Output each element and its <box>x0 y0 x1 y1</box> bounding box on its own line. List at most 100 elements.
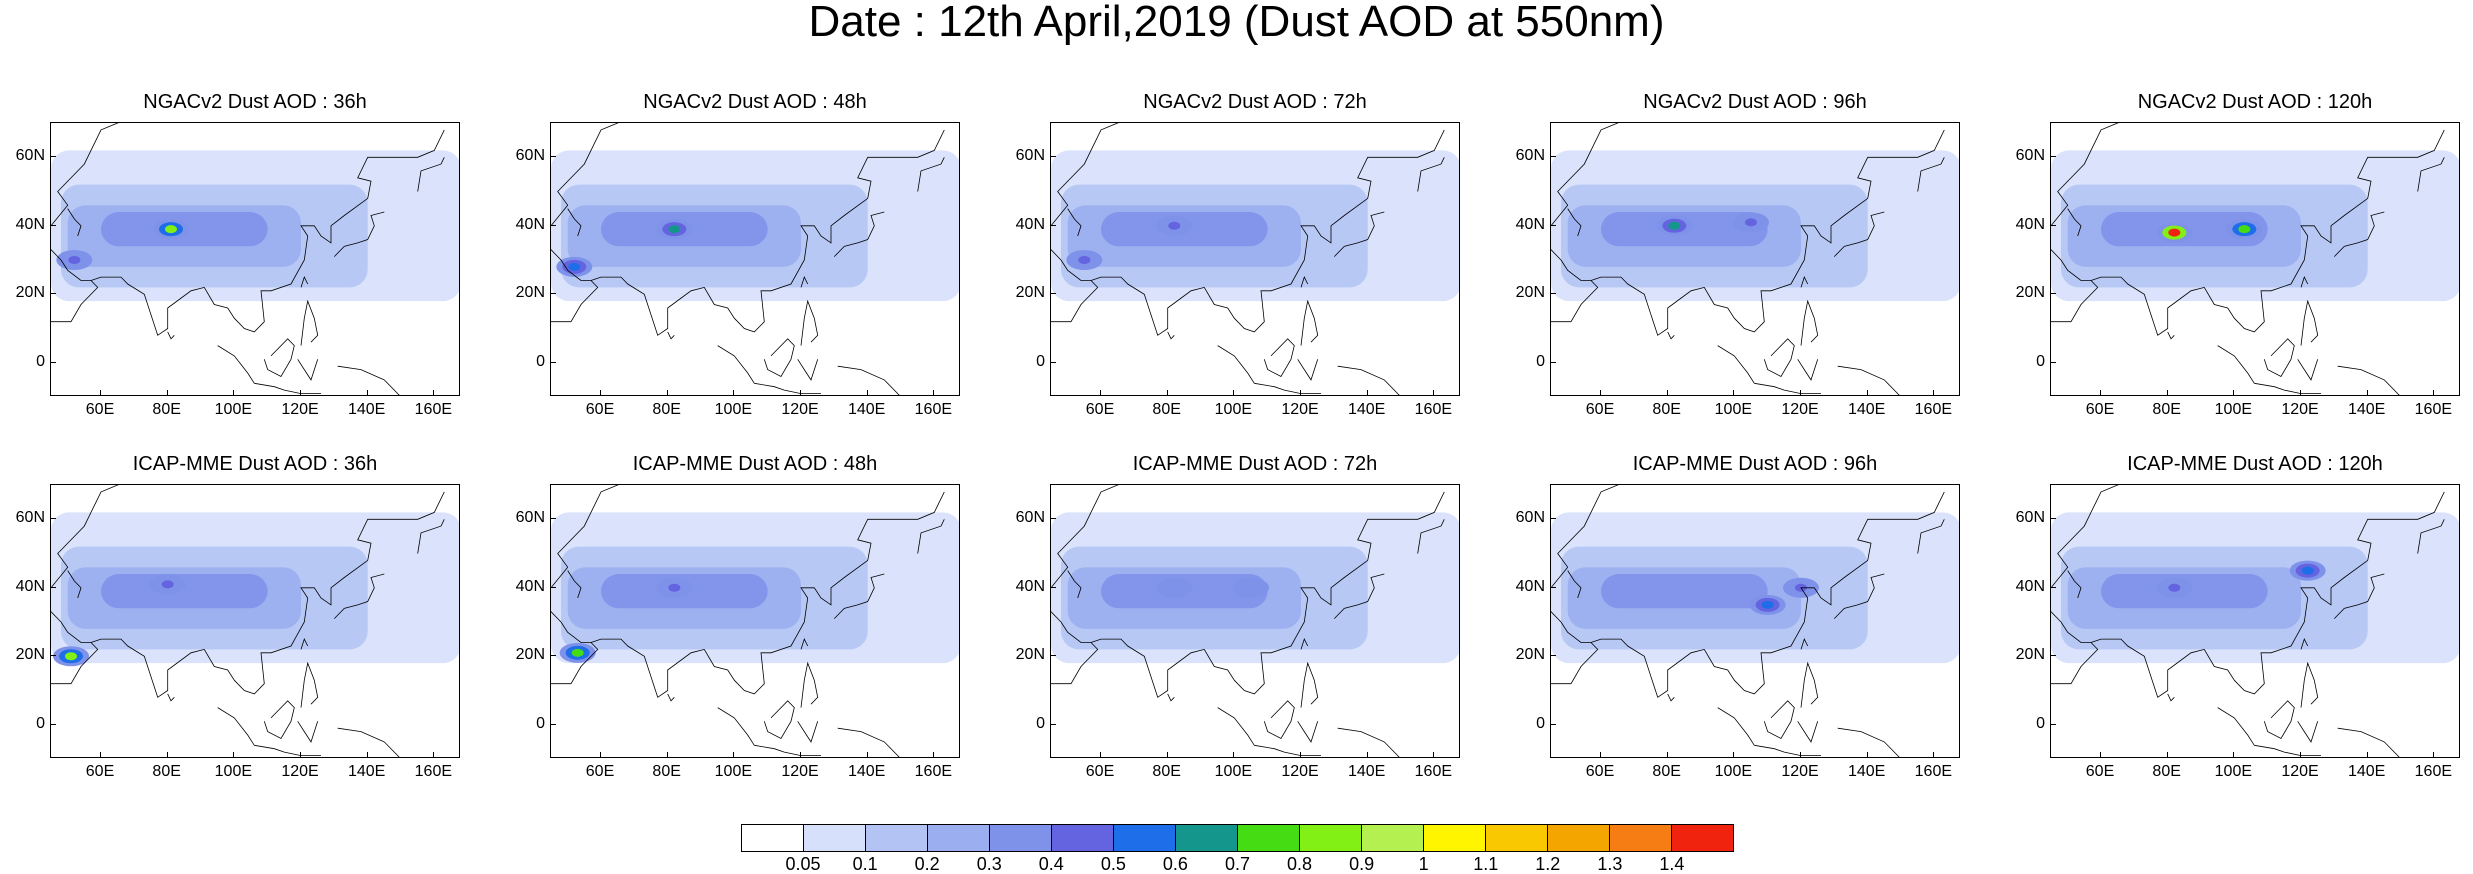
aod-band <box>1601 574 1768 609</box>
map-panel: ICAP-MME Dust AOD : 72h 60N 40N 20N 0 60E 80E 1… <box>1016 452 1460 780</box>
aod-hotspot <box>1168 583 1181 592</box>
lon-tick <box>2300 390 2301 396</box>
coastline <box>1300 276 1309 288</box>
lat-label: 40N <box>15 577 45 595</box>
colorbar-label: 0.1 <box>852 854 878 874</box>
lon-label: 100E <box>1714 401 1753 418</box>
coastline <box>1551 123 1619 227</box>
lon-label: 120E <box>1281 763 1319 780</box>
lon-label: 80E <box>152 763 181 780</box>
lon-tick <box>1300 752 1301 758</box>
lat-label: 40N <box>1515 215 1545 233</box>
lon-label: 60E <box>2085 763 2115 780</box>
lon-label: 120E <box>781 763 819 780</box>
lat-label: 60N <box>15 147 45 165</box>
coastline <box>254 744 321 757</box>
coastline <box>1254 382 1321 395</box>
lat-tick <box>2050 518 2056 520</box>
lat-label: 20N <box>515 284 545 302</box>
lat-label: 0 <box>536 352 545 370</box>
coastline <box>1551 611 1562 623</box>
coastline <box>2217 345 2255 384</box>
coastline <box>717 707 755 746</box>
coastline <box>797 359 819 381</box>
lat-label: 20N <box>2015 284 2045 302</box>
lat-label: 20N <box>1015 284 1045 302</box>
lon-label: 80E <box>1152 763 1181 780</box>
lat-label: 0 <box>36 714 45 732</box>
lat-tick <box>1050 361 1056 363</box>
aod-map <box>550 484 960 758</box>
coastline <box>67 570 82 599</box>
lat-tick <box>550 723 556 725</box>
coastline <box>1754 382 1821 395</box>
lat-label: 60N <box>2015 147 2045 165</box>
coastline <box>1334 211 1385 257</box>
coastline <box>800 661 819 708</box>
coastline <box>1667 693 1675 702</box>
lon-tick <box>233 390 235 396</box>
lon-label: 120E <box>281 401 319 418</box>
lon-label: 120E <box>2281 763 2319 780</box>
coastline <box>1067 570 1082 599</box>
coastline <box>2300 638 2309 650</box>
colorbar-swatch <box>1052 825 1114 851</box>
lat-tick <box>50 655 56 657</box>
map-panel: ICAP-MME Dust AOD : 36h 60N 40N 20N 0 60E 80E 1… <box>16 452 460 780</box>
colorbar-label: 1.1 <box>1473 854 1499 874</box>
coastline <box>2067 208 2082 237</box>
lon-label: 80E <box>652 401 681 418</box>
lon-tick <box>1800 390 1801 396</box>
coastline <box>834 573 885 619</box>
lon-label: 160E <box>1414 763 1453 780</box>
coastline <box>2217 707 2255 746</box>
aod-hotspot <box>161 580 174 589</box>
lat-label: 60N <box>1515 509 1545 527</box>
coastline <box>1051 123 1119 227</box>
lat-tick <box>550 586 556 588</box>
coastline <box>1797 359 1819 381</box>
lat-tick <box>50 293 56 295</box>
coastline <box>1800 276 1809 288</box>
coastline <box>1551 642 1599 685</box>
lon-tick <box>2233 390 2235 396</box>
lat-tick <box>2050 156 2056 158</box>
coastline <box>551 280 599 323</box>
coastline <box>2297 721 2319 743</box>
lon-tick <box>600 752 601 758</box>
coastline <box>67 208 82 237</box>
lon-label: 120E <box>281 763 319 780</box>
lon-label: 80E <box>1652 763 1681 780</box>
coastline <box>1551 485 1619 589</box>
aod-map <box>1550 484 1960 758</box>
aod-map <box>50 122 460 396</box>
lon-tick <box>2100 390 2101 396</box>
coastline <box>1567 570 1582 599</box>
coastline <box>560 129 945 336</box>
coastline <box>567 570 582 599</box>
lat-label: 40N <box>2015 577 2045 595</box>
colorbar-swatch <box>990 825 1052 851</box>
colorbar-swatch <box>742 825 804 851</box>
aod-map <box>1550 122 1960 396</box>
aod-hotspot <box>165 225 177 234</box>
lat-tick <box>1550 293 1556 295</box>
lon-tick <box>800 752 801 758</box>
coastline <box>300 638 309 650</box>
lon-label: 60E <box>1085 763 1115 780</box>
map-panel: ICAP-MME Dust AOD : 120h 60N 40N 20N 0 60E 80E… <box>2016 452 2460 780</box>
coastline <box>51 485 119 589</box>
coastline <box>551 485 619 589</box>
lon-label: 100E <box>2214 763 2253 780</box>
lon-tick <box>1166 390 1168 396</box>
coastline <box>2051 642 2099 685</box>
colorbar-label: 0.6 <box>1162 854 1188 874</box>
lon-tick <box>733 752 735 758</box>
lon-tick <box>2166 752 2168 758</box>
coastline <box>51 123 119 227</box>
coastline <box>837 365 900 395</box>
aod-hotspot <box>1668 221 1681 230</box>
lon-tick <box>1666 390 1668 396</box>
panel-title: ICAP-MME Dust AOD : 48h <box>632 453 878 475</box>
coastline <box>2300 276 2309 288</box>
